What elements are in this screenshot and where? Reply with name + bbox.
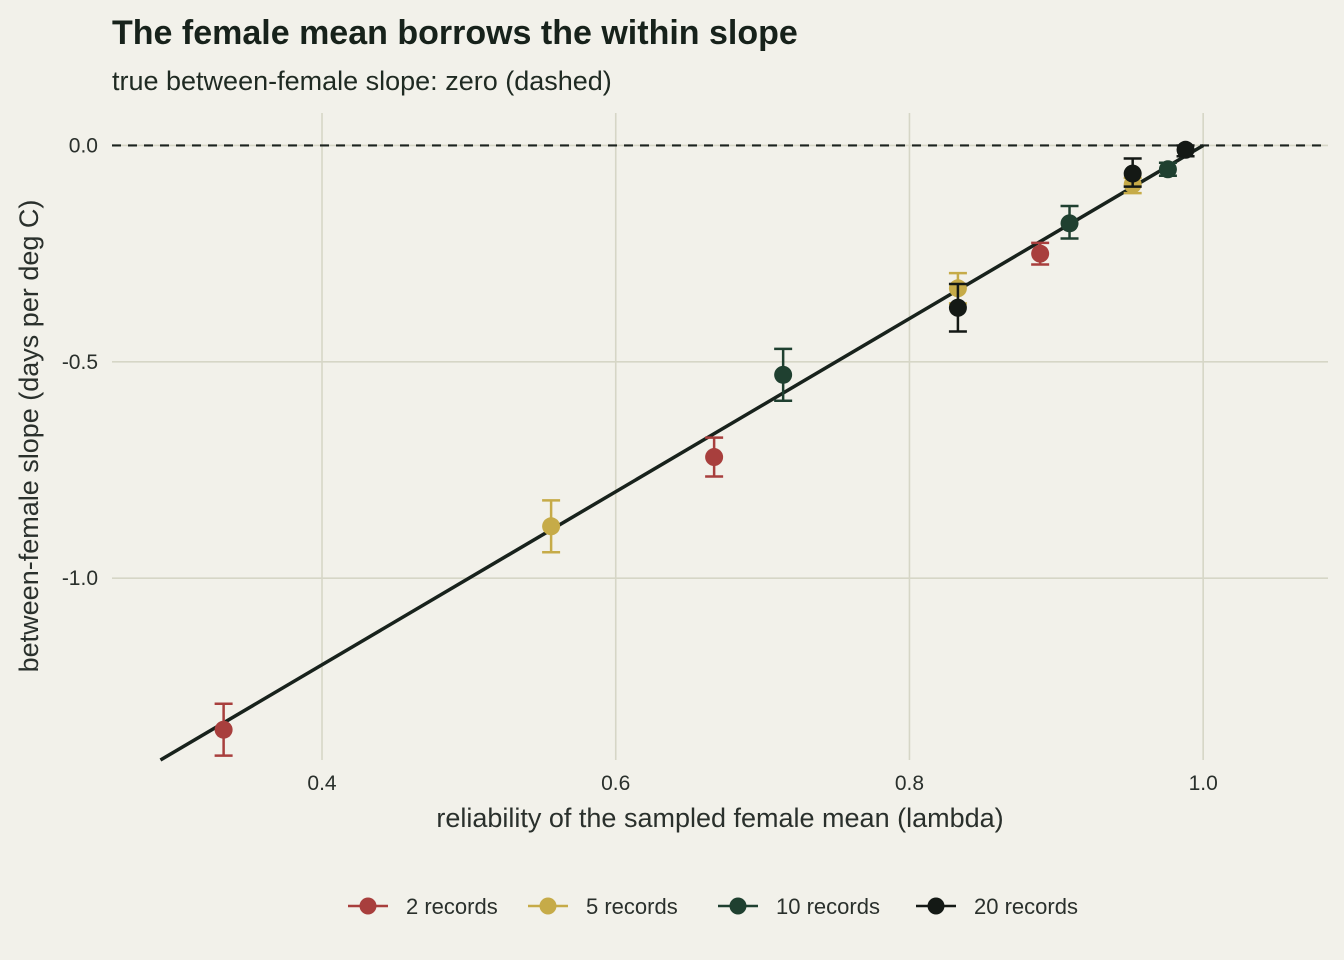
data-point bbox=[774, 365, 793, 384]
y-tick-label: 0.0 bbox=[69, 134, 98, 157]
fit-line-group bbox=[159, 143, 1205, 762]
data-point bbox=[1031, 244, 1050, 263]
legend-label: 20 records bbox=[974, 894, 1078, 919]
data-point bbox=[1158, 160, 1177, 179]
series-group bbox=[214, 241, 1050, 757]
y-axis-ticks: 0.0 -0.5 -1.0 bbox=[62, 134, 98, 590]
series-group bbox=[542, 175, 1142, 554]
series-group bbox=[948, 140, 1195, 333]
x-tick-label: 0.6 bbox=[601, 772, 630, 795]
x-tick-label: 0.8 bbox=[895, 772, 924, 795]
data-point bbox=[214, 720, 233, 739]
y-axis-title: between-female slope (days per deg C) bbox=[14, 200, 44, 673]
data-point bbox=[1060, 214, 1079, 233]
legend-key-point bbox=[729, 897, 747, 915]
legend-key-point bbox=[539, 897, 557, 915]
y-tick-label: -1.0 bbox=[62, 567, 98, 590]
data-point bbox=[948, 298, 967, 317]
legend-item: 5 records bbox=[528, 894, 678, 919]
y-tick-label: -0.5 bbox=[62, 351, 98, 374]
legend-label: 10 records bbox=[776, 894, 880, 919]
legend-label: 2 records bbox=[406, 894, 498, 919]
data-point bbox=[705, 448, 724, 467]
x-tick-label: 0.4 bbox=[307, 772, 337, 795]
chart-title: The female mean borrows the within slope bbox=[112, 14, 798, 52]
x-axis-title: reliability of the sampled female mean (… bbox=[436, 803, 1003, 833]
x-axis-ticks: 0.4 0.6 0.8 1.0 bbox=[307, 772, 1217, 795]
legend-label: 5 records bbox=[586, 894, 678, 919]
legend-item: 10 records bbox=[718, 894, 880, 919]
legend-item: 20 records bbox=[916, 894, 1078, 919]
data-point bbox=[1176, 140, 1195, 159]
fit-line bbox=[159, 143, 1205, 762]
legend-key-point bbox=[359, 897, 377, 915]
data-point bbox=[1123, 164, 1142, 183]
series-group bbox=[774, 160, 1177, 403]
data-point bbox=[542, 517, 561, 536]
legend-item: 2 records bbox=[348, 894, 498, 919]
x-tick-label: 1.0 bbox=[1189, 772, 1218, 795]
legend: 2 records 5 records 10 records 20 records bbox=[348, 894, 1078, 919]
data-points bbox=[214, 140, 1195, 757]
chart-subtitle: true between-female slope: zero (dashed) bbox=[112, 66, 612, 96]
legend-key-point bbox=[927, 897, 945, 915]
